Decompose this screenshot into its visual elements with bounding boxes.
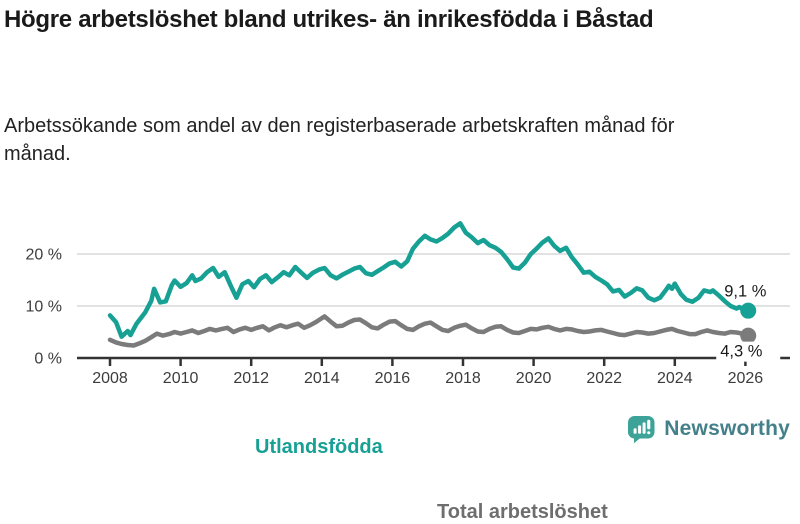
page-subtitle: Arbetssökande som andel av den registerb… [4,115,675,165]
x-tick-label: 2022 [586,370,622,387]
series-label-total: Total arbetslöshet [437,501,608,523]
x-tick-label: 2018 [445,370,481,387]
x-tick-label: 2008 [92,370,128,387]
brand-name: Newsworthy [664,417,790,440]
x-tick-label: 2014 [304,370,340,387]
y-tick-label: 20 % [26,247,62,264]
x-tick-label: 2026 [728,370,764,387]
x-tick-label: 2012 [233,370,269,387]
line-total [107,314,751,348]
page-root: { "header": { "title": "Högre arbetslösh… [0,6,800,523]
page-title: Högre arbetslöshet bland utrikes- än inr… [4,6,654,33]
unemployment-line-chart: 2008 2010 2012 2014 2016 2018 2020 2022 2024 2026… [26,221,790,387]
end-label-backdrop [716,341,781,362]
end-dot [740,327,757,344]
end-value-label-utlandsfodda: 9,1 % [724,283,767,301]
line-utlandsfodda [107,221,751,339]
chart-area: 2008 2010 2012 2014 2016 2018 2020 2022 2024 2026… [0,195,800,523]
y-tick-label: 0 % [34,351,62,368]
end-dot [740,302,757,319]
y-tick-label: 10 % [26,299,62,316]
newsworthy-logo: Newsworthy [627,414,790,444]
bar-chart-speech-bubble-icon [628,415,655,443]
end-value-label-total: 4,3 % [720,343,763,361]
x-tick-label: 2024 [657,370,693,387]
x-tick-label: 2020 [516,370,552,387]
x-tick-label: 2010 [163,370,199,387]
series-label-utlandsfodda: Utlandsfödda [255,436,383,458]
x-tick-label: 2016 [375,370,411,387]
